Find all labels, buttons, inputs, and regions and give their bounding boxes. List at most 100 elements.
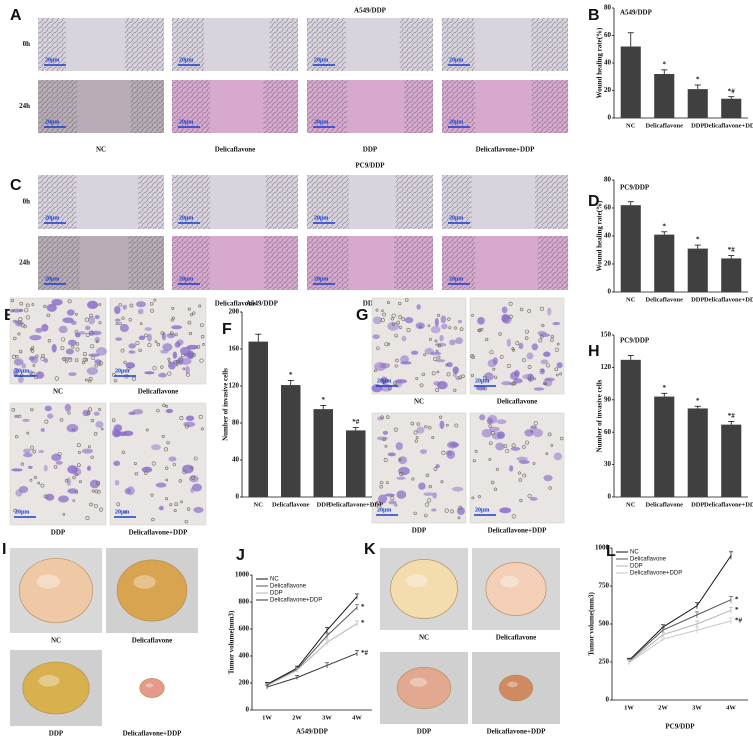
x-tick-label: DDP xyxy=(691,122,704,129)
pore xyxy=(160,331,165,335)
cell xyxy=(46,303,57,312)
cell-region xyxy=(531,18,568,71)
cell xyxy=(489,426,500,432)
pore xyxy=(184,519,189,524)
cell xyxy=(532,428,544,438)
pore xyxy=(517,471,521,475)
bar xyxy=(721,98,742,118)
bar xyxy=(721,424,742,497)
pore xyxy=(178,479,182,483)
cell xyxy=(29,334,42,341)
cell xyxy=(66,309,75,316)
pore xyxy=(95,340,99,344)
y-tick-label: 0 xyxy=(608,114,612,122)
pore xyxy=(439,415,443,419)
cell xyxy=(533,387,545,391)
series-line xyxy=(266,652,358,688)
x-tick-label: Delicaflavone xyxy=(272,501,310,508)
cell xyxy=(12,319,18,323)
y-tick-label: 80 xyxy=(604,176,612,184)
pore xyxy=(44,419,49,424)
pore xyxy=(99,507,103,512)
series-line xyxy=(266,607,358,686)
pore xyxy=(91,489,95,493)
cell xyxy=(396,476,406,480)
cell xyxy=(18,308,24,312)
pore xyxy=(488,424,492,428)
pore xyxy=(89,313,93,318)
bar xyxy=(281,385,301,497)
y-tick-label: 0 xyxy=(606,696,610,704)
legend-label: Delicaflavone+DDP xyxy=(630,571,682,577)
pore xyxy=(115,322,119,325)
pore xyxy=(88,407,93,412)
pore xyxy=(387,386,392,391)
cell xyxy=(418,482,426,490)
cell xyxy=(513,378,523,384)
pore xyxy=(419,383,424,388)
panel-letter: L xyxy=(606,543,616,560)
cell xyxy=(23,448,31,454)
cell xyxy=(86,465,92,471)
panel-letter: H xyxy=(588,343,600,360)
pore xyxy=(434,339,438,343)
pore xyxy=(90,344,95,349)
pore xyxy=(169,503,173,507)
pore xyxy=(176,359,180,364)
cell xyxy=(113,460,121,467)
cell xyxy=(404,317,414,324)
cell xyxy=(506,338,511,347)
pore xyxy=(167,371,172,376)
x-tick-label: 2W xyxy=(292,714,302,721)
cell xyxy=(372,316,383,325)
pore xyxy=(98,361,103,366)
tumor-highlight xyxy=(406,574,428,588)
pore xyxy=(135,340,140,345)
column-label: Delicaflavone+DDP xyxy=(476,146,536,154)
cell xyxy=(436,381,448,390)
pore xyxy=(383,457,388,462)
cell xyxy=(35,371,45,379)
pore xyxy=(76,443,81,448)
pore xyxy=(91,356,96,360)
significance: * xyxy=(663,222,667,230)
scale-bar-label: 20μm xyxy=(45,276,59,282)
pore xyxy=(81,360,86,365)
pore xyxy=(511,443,516,448)
y-tick-label: 60 xyxy=(604,204,612,212)
x-tick-label: Delicaflavone xyxy=(645,122,683,129)
cell xyxy=(401,335,407,342)
pore xyxy=(133,462,137,466)
significance: * xyxy=(322,396,326,404)
pore xyxy=(118,321,122,326)
pore xyxy=(111,418,116,422)
pore xyxy=(503,444,508,448)
y-tick-label: 150 xyxy=(601,331,612,339)
pore xyxy=(550,338,554,342)
cell xyxy=(185,415,195,421)
cell xyxy=(457,319,462,324)
invasion-image xyxy=(371,412,467,524)
cell xyxy=(94,336,100,343)
pore xyxy=(84,317,89,322)
pore xyxy=(82,357,87,362)
y-tick-label: 400 xyxy=(239,652,250,660)
bar xyxy=(620,205,641,292)
cell-region xyxy=(130,80,164,133)
cell xyxy=(398,466,410,476)
cell-region xyxy=(38,175,77,229)
y-tick-label: 90 xyxy=(604,395,612,403)
pore xyxy=(398,458,402,462)
pore xyxy=(72,476,76,480)
pore xyxy=(424,425,428,429)
pore xyxy=(411,477,415,481)
scale-bar-label: 20μm xyxy=(179,57,193,63)
cell xyxy=(171,325,183,330)
pore xyxy=(457,516,461,520)
pore xyxy=(198,414,203,419)
pore xyxy=(437,355,441,359)
cell xyxy=(449,339,456,346)
cell xyxy=(518,342,524,350)
pore xyxy=(548,486,552,490)
pore xyxy=(394,364,398,368)
